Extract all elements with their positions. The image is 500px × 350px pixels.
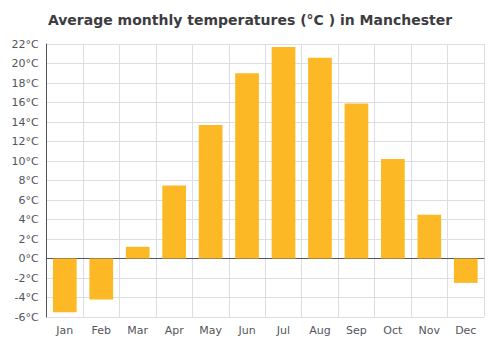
- svg-text:Aug: Aug: [309, 324, 330, 337]
- svg-text:-6°C: -6°C: [14, 311, 38, 324]
- svg-text:8°C: 8°C: [18, 174, 38, 187]
- svg-text:6°C: 6°C: [18, 194, 38, 207]
- svg-text:Average monthly temperatures (: Average monthly temperatures (°C ) in Ma…: [48, 12, 452, 28]
- svg-text:-2°C: -2°C: [14, 272, 38, 285]
- svg-text:Apr: Apr: [165, 324, 185, 337]
- svg-text:20°C: 20°C: [11, 57, 38, 70]
- svg-text:Jun: Jun: [237, 324, 255, 337]
- svg-text:-4°C: -4°C: [14, 291, 38, 304]
- svg-text:Jan: Jan: [55, 324, 73, 337]
- svg-text:Jul: Jul: [276, 324, 290, 337]
- svg-text:2°C: 2°C: [18, 233, 38, 246]
- svg-text:10°C: 10°C: [11, 155, 38, 168]
- svg-text:Dec: Dec: [455, 324, 476, 337]
- svg-text:22°C: 22°C: [11, 38, 38, 51]
- svg-text:16°C: 16°C: [11, 96, 38, 109]
- svg-text:Mar: Mar: [127, 324, 148, 337]
- svg-text:Feb: Feb: [92, 324, 111, 337]
- svg-text:Oct: Oct: [383, 324, 403, 337]
- svg-text:May: May: [199, 324, 222, 337]
- svg-text:12°C: 12°C: [11, 135, 38, 148]
- svg-text:4°C: 4°C: [18, 213, 38, 226]
- svg-text:14°C: 14°C: [11, 116, 38, 129]
- svg-text:Nov: Nov: [419, 324, 441, 337]
- svg-text:18°C: 18°C: [11, 77, 38, 90]
- svg-text:Sep: Sep: [346, 324, 367, 337]
- svg-text:0°C: 0°C: [18, 252, 38, 265]
